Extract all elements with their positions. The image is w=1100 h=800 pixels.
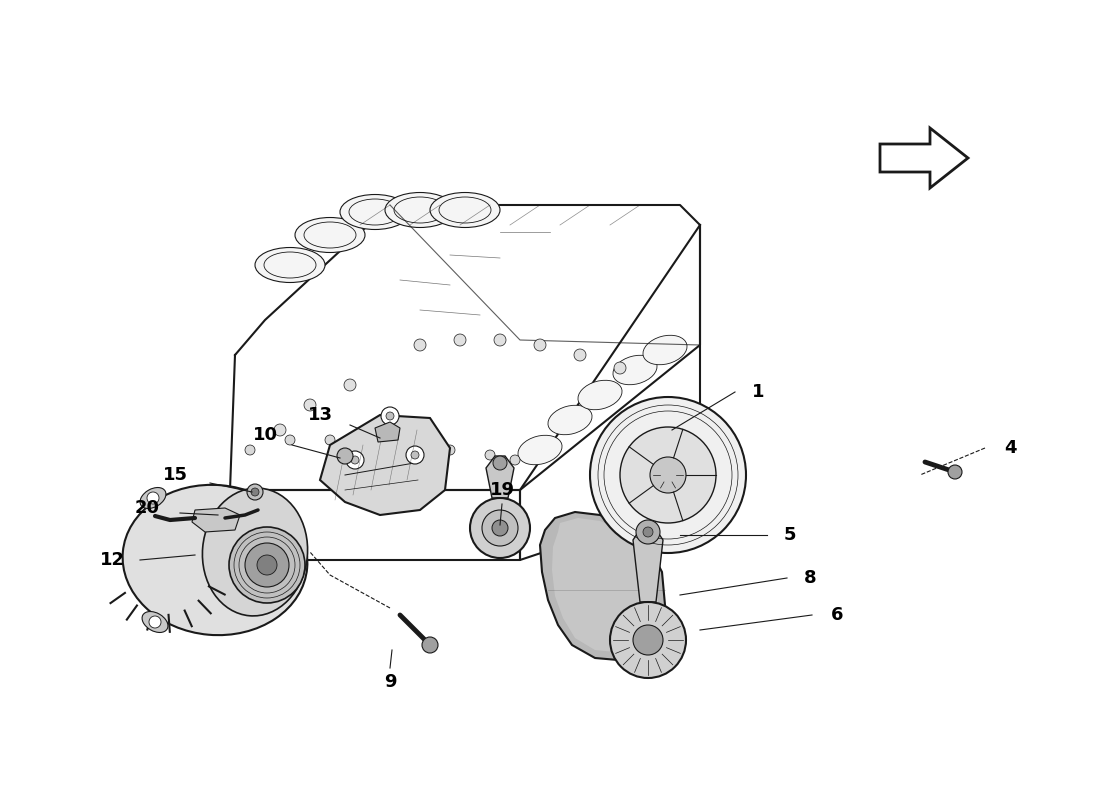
Circle shape <box>492 520 508 536</box>
Text: 15: 15 <box>163 466 187 484</box>
Ellipse shape <box>430 193 500 227</box>
Circle shape <box>405 440 415 450</box>
Text: 6: 6 <box>830 606 844 624</box>
Circle shape <box>482 510 518 546</box>
Text: 4: 4 <box>1003 439 1016 457</box>
Circle shape <box>245 543 289 587</box>
Circle shape <box>245 445 255 455</box>
Polygon shape <box>192 508 240 532</box>
Polygon shape <box>375 422 400 442</box>
Circle shape <box>610 602 686 678</box>
Circle shape <box>628 436 692 500</box>
Circle shape <box>614 362 626 374</box>
Text: 13: 13 <box>308 406 332 424</box>
Circle shape <box>510 455 520 465</box>
Circle shape <box>346 451 364 469</box>
Polygon shape <box>320 415 450 515</box>
Ellipse shape <box>122 485 307 635</box>
Circle shape <box>485 450 495 460</box>
Circle shape <box>248 484 263 500</box>
Ellipse shape <box>255 247 324 282</box>
Circle shape <box>494 334 506 346</box>
Circle shape <box>406 446 424 464</box>
Circle shape <box>590 397 746 553</box>
Circle shape <box>365 435 375 445</box>
Ellipse shape <box>548 406 592 434</box>
Ellipse shape <box>295 218 365 253</box>
Polygon shape <box>552 518 658 652</box>
Circle shape <box>147 492 160 504</box>
Circle shape <box>257 555 277 575</box>
Ellipse shape <box>202 488 308 616</box>
Circle shape <box>324 435 336 445</box>
Circle shape <box>470 498 530 558</box>
Ellipse shape <box>578 380 621 410</box>
Circle shape <box>381 407 399 425</box>
Ellipse shape <box>644 335 688 365</box>
Ellipse shape <box>385 193 455 227</box>
Ellipse shape <box>518 435 562 465</box>
Circle shape <box>304 399 316 411</box>
Circle shape <box>446 445 455 455</box>
Text: 1: 1 <box>751 383 764 401</box>
Circle shape <box>414 339 426 351</box>
Circle shape <box>386 412 394 420</box>
Polygon shape <box>230 205 700 490</box>
Circle shape <box>620 427 716 523</box>
Polygon shape <box>230 490 520 560</box>
Circle shape <box>148 616 161 628</box>
Circle shape <box>344 379 356 391</box>
Circle shape <box>948 465 962 479</box>
Text: 20: 20 <box>134 499 159 517</box>
Circle shape <box>574 349 586 361</box>
Circle shape <box>632 625 663 655</box>
Polygon shape <box>520 225 700 560</box>
Polygon shape <box>486 456 514 498</box>
Text: 12: 12 <box>99 551 124 569</box>
Circle shape <box>454 334 466 346</box>
Circle shape <box>493 456 507 470</box>
Circle shape <box>351 456 359 464</box>
Circle shape <box>274 424 286 436</box>
Polygon shape <box>632 525 663 602</box>
Ellipse shape <box>340 194 410 230</box>
Circle shape <box>422 637 438 653</box>
Circle shape <box>251 488 258 496</box>
Circle shape <box>229 527 305 603</box>
Text: 5: 5 <box>783 526 796 544</box>
Circle shape <box>534 339 546 351</box>
Circle shape <box>644 527 653 537</box>
Text: 10: 10 <box>253 426 277 444</box>
Text: 9: 9 <box>384 673 396 691</box>
Ellipse shape <box>142 611 168 633</box>
Ellipse shape <box>140 487 166 509</box>
Circle shape <box>411 451 419 459</box>
Text: 8: 8 <box>804 569 816 587</box>
Circle shape <box>337 448 353 464</box>
Polygon shape <box>540 512 666 660</box>
Circle shape <box>285 435 295 445</box>
Text: 19: 19 <box>490 481 515 499</box>
Circle shape <box>650 457 686 493</box>
Circle shape <box>636 520 660 544</box>
Ellipse shape <box>613 355 657 385</box>
